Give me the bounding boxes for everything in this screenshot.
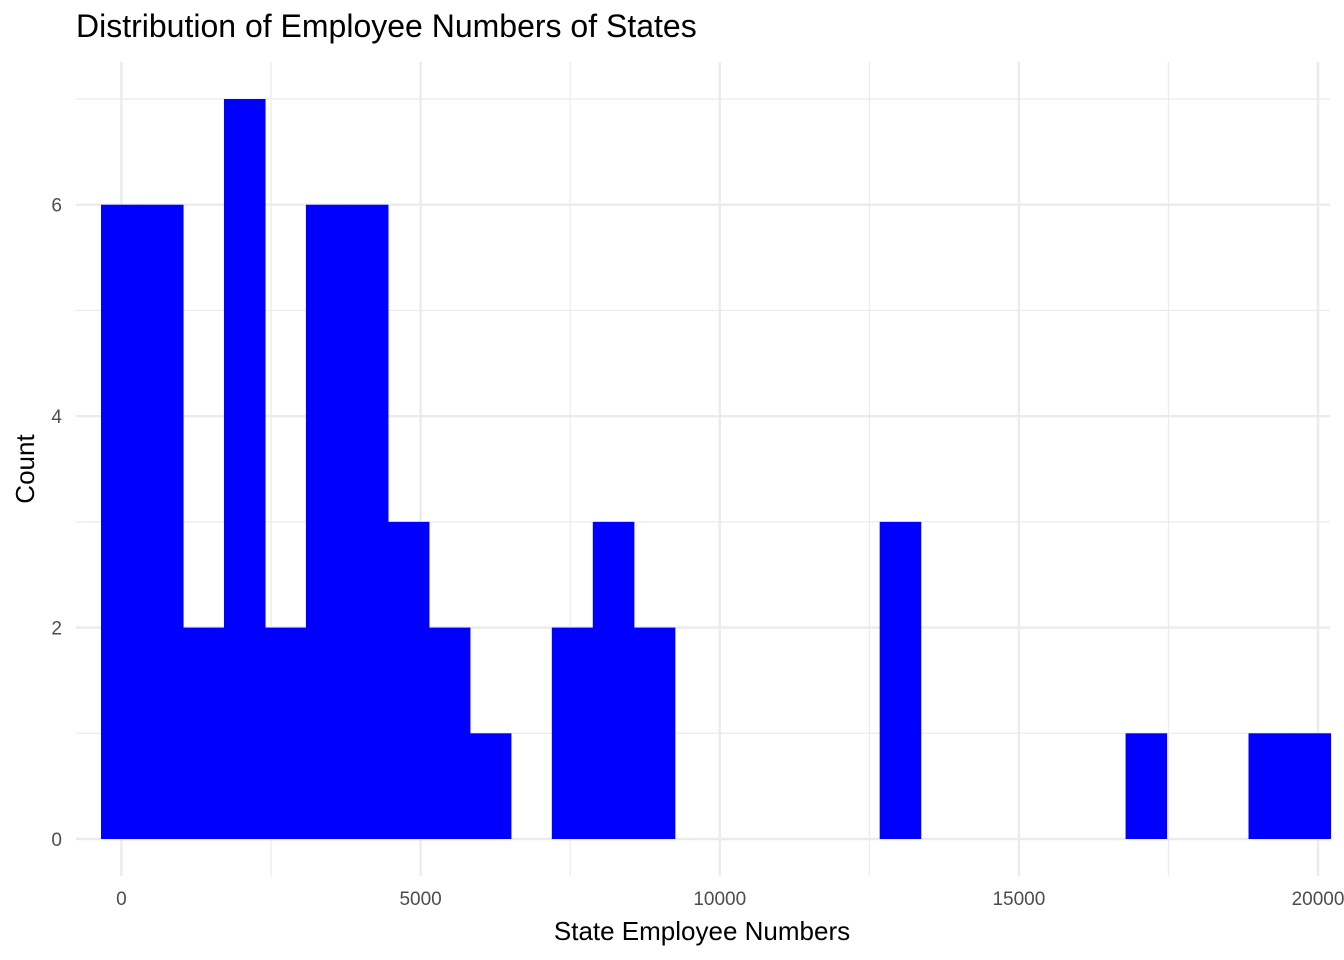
histogram-bar: [223, 99, 266, 839]
histogram-bar: [101, 204, 143, 839]
y-axis-title: Count: [10, 434, 40, 504]
y-tick-label: 6: [51, 196, 62, 217]
grid-lines: [76, 62, 1330, 876]
y-tick-label: 0: [51, 830, 62, 851]
histogram-bar: [346, 204, 389, 839]
y-tick-label: 2: [51, 619, 62, 640]
x-tick-label: 5000: [399, 889, 441, 910]
histogram-bar: [469, 733, 512, 839]
y-axis-ticks: 0 2 4 6: [51, 196, 62, 851]
x-tick-label: 10000: [693, 889, 746, 910]
x-tick-label: 15000: [992, 889, 1045, 910]
histogram-bars: [101, 99, 1332, 839]
histogram-bar: [387, 521, 430, 839]
histogram-bar: [592, 521, 635, 839]
histogram-bar: [264, 627, 307, 839]
x-axis-title: State Employee Numbers: [554, 916, 850, 946]
x-tick-label: 20000: [1292, 889, 1344, 910]
histogram-bar: [879, 521, 922, 839]
histogram-bar: [182, 627, 225, 839]
chart-title: Distribution of Employee Numbers of Stat…: [76, 8, 697, 44]
histogram-bar: [428, 627, 471, 839]
histogram-bar: [1289, 733, 1332, 839]
histogram-bar: [633, 627, 676, 839]
histogram-bar: [1125, 733, 1168, 839]
histogram-bar: [141, 204, 184, 839]
histogram-bar: [1248, 733, 1291, 839]
histogram-bar: [551, 627, 594, 839]
x-tick-label: 0: [116, 889, 127, 910]
x-axis-ticks: 0 5000 10000 15000 20000: [116, 889, 1344, 910]
histogram-bar: [305, 204, 348, 839]
y-tick-label: 4: [51, 407, 62, 428]
